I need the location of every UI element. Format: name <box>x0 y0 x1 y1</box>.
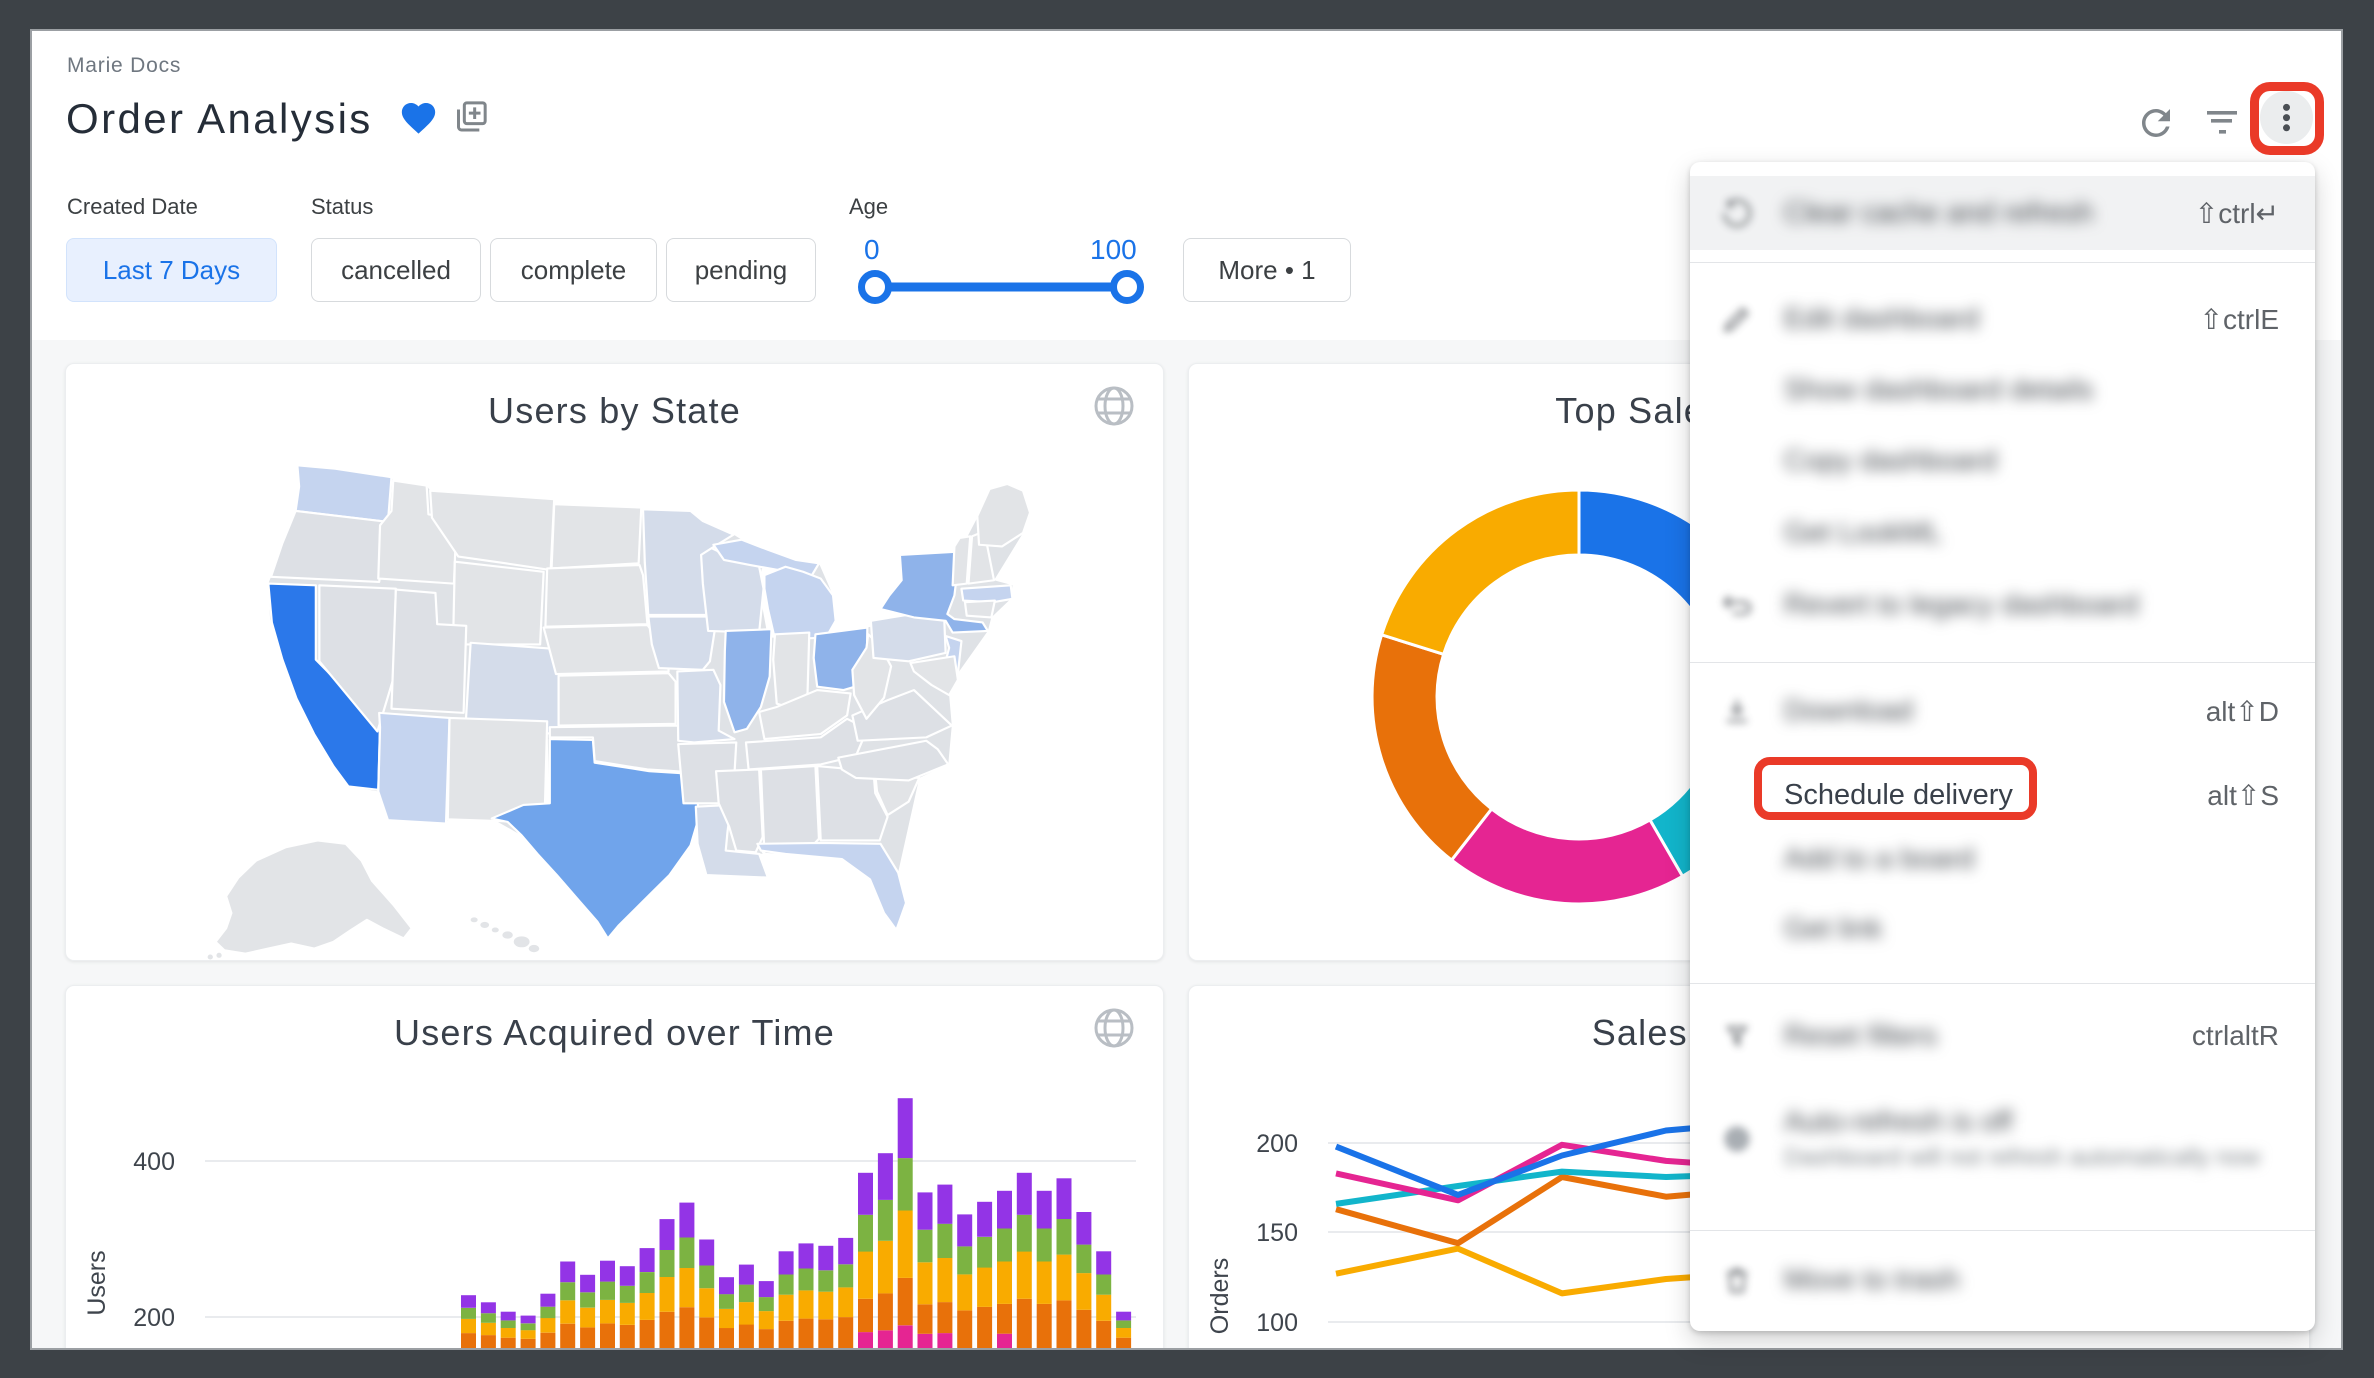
svg-text:100: 100 <box>1256 1309 1298 1337</box>
svg-text:200: 200 <box>1256 1130 1298 1158</box>
svg-text:Orders: Orders <box>1206 1258 1234 1334</box>
svg-text:200: 200 <box>133 1304 175 1332</box>
svg-text:Users: Users <box>83 1250 111 1315</box>
svg-text:150: 150 <box>1256 1219 1298 1247</box>
svg-text:400: 400 <box>133 1148 175 1176</box>
